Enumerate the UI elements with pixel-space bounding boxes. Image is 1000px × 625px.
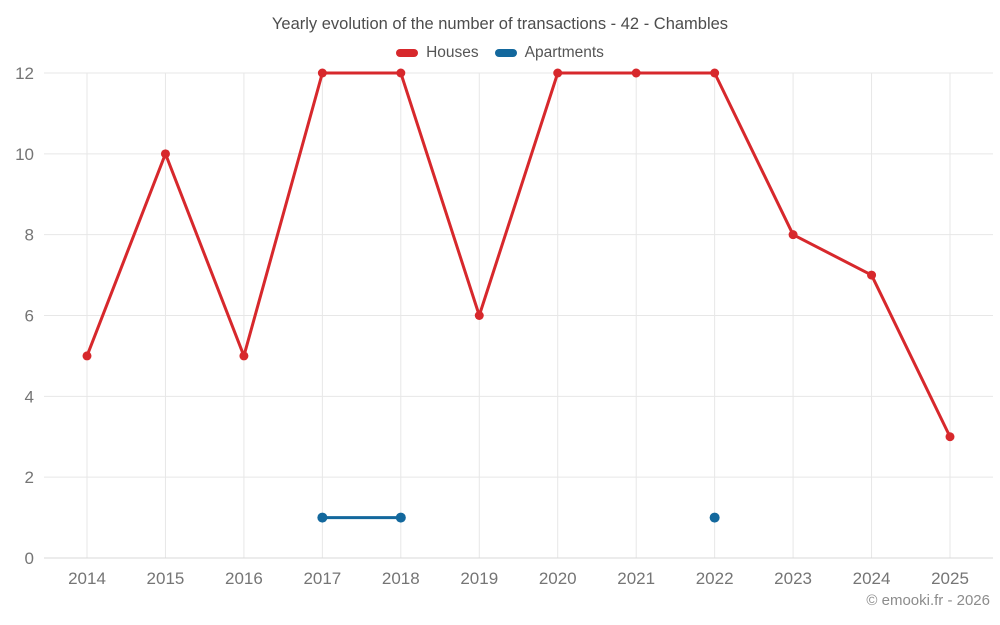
y-tick-label-0: 0 [25,549,34,568]
x-tick-label-2019: 2019 [460,569,498,588]
x-tick-label-2020: 2020 [539,569,577,588]
houses-legend-swatch-icon [396,49,419,57]
data-point-houses-2019 [474,311,484,320]
legend-label-apartments: Apartments [524,44,604,61]
data-point-houses-2020 [553,68,563,78]
x-tick-label-2014: 2014 [68,569,106,588]
series-line-houses [85,71,952,439]
data-point-houses-2022 [710,68,720,78]
data-point-houses-2023 [788,230,798,240]
data-point-houses-2021 [631,68,641,78]
x-tick-label-2016: 2016 [225,569,263,588]
legend-label-houses: Houses [426,44,479,61]
y-tick-label-4: 4 [25,387,34,406]
legend-item-apartments[interactable]: Apartments [494,44,604,62]
x-tick-label-2017: 2017 [303,569,341,588]
data-point-houses-2015 [160,149,170,159]
data-point-houses-2018 [396,68,406,78]
chart-title: Yearly evolution of the number of transa… [271,15,729,33]
y-tick-label-10: 10 [15,145,34,164]
x-tick-label-2024: 2024 [853,569,891,588]
data-point-apartments-2018 [395,512,406,523]
copyright-text: © emooki.fr - 2026 [866,592,990,609]
y-tick-label-2: 2 [25,468,34,487]
x-tick-label-2023: 2023 [774,569,812,588]
data-point-houses-2014 [82,351,92,361]
legend-item-houses[interactable]: Houses [396,44,479,62]
data-point-houses-2016 [239,351,249,361]
y-tick-label-8: 8 [25,226,34,245]
data-point-houses-2017 [317,68,327,78]
x-tick-label-2025: 2025 [931,569,969,588]
x-tick-label-2015: 2015 [147,569,185,588]
x-tick-label-2022: 2022 [696,569,734,588]
data-point-houses-2024 [867,270,877,280]
apartments-legend-swatch-icon [494,49,517,57]
data-point-apartments-2022 [709,512,720,523]
y-tick-label-12: 12 [15,64,34,83]
data-point-apartments-2017 [317,512,328,523]
chart-legend: Houses Apartments [0,44,1000,62]
y-tick-label-6: 6 [25,307,34,326]
x-tick-label-2018: 2018 [382,569,420,588]
data-point-houses-2025 [945,432,955,442]
x-tick-label-2021: 2021 [617,569,655,588]
